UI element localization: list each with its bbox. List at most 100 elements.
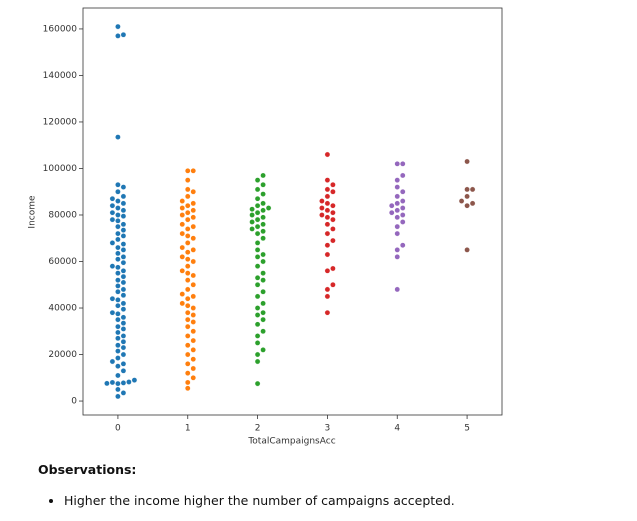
dot bbox=[324, 177, 331, 183]
dot bbox=[254, 186, 261, 193]
dot bbox=[115, 223, 121, 230]
dot bbox=[260, 228, 266, 235]
y-tick-label: 160000 bbox=[43, 24, 78, 34]
dot bbox=[260, 328, 266, 335]
observations: Observations: Higher the income higher t… bbox=[38, 462, 455, 508]
dot bbox=[115, 323, 121, 330]
dot bbox=[115, 134, 121, 140]
dot bbox=[254, 195, 261, 202]
dot bbox=[260, 270, 266, 276]
x-axis-label: TotalCampaignsAcc bbox=[247, 437, 335, 447]
dot bbox=[179, 221, 186, 228]
dot bbox=[115, 342, 121, 349]
dot bbox=[120, 247, 127, 253]
dot bbox=[109, 202, 116, 209]
dot bbox=[254, 358, 261, 365]
x-tick-label: 5 bbox=[464, 424, 470, 434]
dot bbox=[109, 216, 116, 223]
dot bbox=[115, 311, 121, 317]
dot bbox=[120, 241, 127, 247]
dot bbox=[324, 151, 331, 158]
dot bbox=[109, 195, 116, 202]
dot bbox=[394, 230, 401, 237]
plot-frame bbox=[82, 7, 503, 416]
dot bbox=[115, 188, 121, 195]
dot bbox=[260, 288, 266, 295]
dot bbox=[184, 370, 191, 376]
dot bbox=[190, 247, 197, 253]
dot bbox=[115, 316, 121, 323]
dot bbox=[120, 254, 127, 260]
dot bbox=[330, 181, 336, 188]
dot bbox=[399, 212, 406, 218]
dot bbox=[184, 233, 191, 239]
dot bbox=[254, 274, 261, 281]
dot bbox=[399, 219, 406, 225]
dot bbox=[115, 288, 121, 295]
dot bbox=[319, 205, 325, 211]
dot bbox=[184, 385, 191, 392]
dot bbox=[120, 292, 127, 299]
y-axis-label: Income bbox=[28, 195, 38, 229]
dot bbox=[131, 377, 138, 383]
dot bbox=[120, 279, 127, 286]
dot bbox=[260, 221, 266, 228]
y-tick-label: 60000 bbox=[48, 257, 77, 267]
dot bbox=[115, 230, 121, 237]
y-tick-label: 0 bbox=[71, 397, 77, 407]
dot bbox=[115, 355, 121, 361]
dot bbox=[184, 193, 191, 200]
dot bbox=[249, 226, 255, 232]
dot bbox=[254, 305, 261, 311]
dot bbox=[179, 291, 186, 297]
dot bbox=[399, 172, 406, 179]
y-tick-label: 100000 bbox=[43, 164, 78, 174]
dot bbox=[324, 242, 331, 249]
dot bbox=[254, 240, 261, 246]
dot bbox=[190, 337, 197, 344]
dot bbox=[109, 209, 116, 216]
dot bbox=[190, 272, 197, 279]
chart: TotalCampaignsAcc Income 0 20000 40000 6000… bbox=[28, 7, 503, 447]
dot bbox=[190, 328, 197, 335]
dot bbox=[260, 214, 266, 221]
dot bbox=[115, 335, 121, 342]
dot bbox=[184, 216, 191, 223]
dot bbox=[324, 193, 331, 200]
dot bbox=[260, 251, 266, 258]
dot bbox=[120, 368, 127, 374]
dot bbox=[330, 226, 336, 232]
dot bbox=[184, 177, 191, 183]
dot bbox=[115, 386, 121, 393]
dot bbox=[115, 244, 121, 251]
dot bbox=[184, 361, 191, 367]
dot bbox=[254, 254, 261, 260]
dot bbox=[190, 258, 197, 265]
dot bbox=[254, 380, 261, 387]
dot bbox=[190, 281, 197, 288]
dot bbox=[120, 306, 127, 312]
dot bbox=[120, 300, 127, 307]
dot bbox=[458, 198, 465, 204]
y-tick-label: 120000 bbox=[43, 117, 78, 127]
dot bbox=[120, 351, 127, 358]
dot bbox=[464, 247, 470, 253]
dot bbox=[260, 181, 266, 188]
dot bbox=[115, 218, 121, 224]
dot bbox=[120, 259, 127, 266]
dot bbox=[115, 297, 121, 303]
dot bbox=[109, 309, 116, 316]
dot bbox=[399, 242, 406, 249]
dot bbox=[330, 202, 336, 209]
dot bbox=[190, 200, 197, 207]
dot bbox=[260, 235, 266, 242]
observations-heading: Observations: bbox=[38, 462, 137, 477]
dot bbox=[184, 295, 191, 302]
dot bbox=[184, 316, 191, 323]
dot bbox=[399, 161, 406, 167]
dot bbox=[179, 212, 186, 218]
dot bbox=[394, 214, 401, 221]
dot bbox=[120, 338, 127, 345]
dot bbox=[120, 320, 127, 326]
